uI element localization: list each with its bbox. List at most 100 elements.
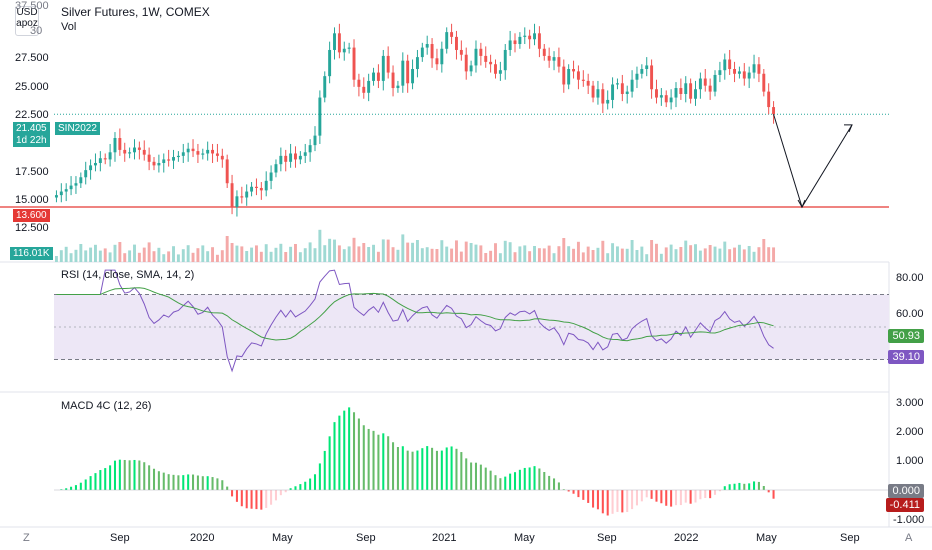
candle-body [103,158,107,160]
time-tick: May [272,532,293,544]
volume-bar [284,252,288,262]
volume-bar [718,248,722,262]
volume-bar [757,247,761,262]
symbol-title[interactable]: Silver Futures, 1W, COMEX [61,5,210,19]
candle-body [562,66,566,85]
candle-body [703,78,707,86]
volume-bar [167,251,171,262]
macd-zero-tag: 0.000 [888,484,924,498]
volume-bar [767,247,771,262]
volume-bar [596,247,600,262]
volume-bar [474,244,478,262]
volume-bar [708,245,712,262]
volume-bar [69,253,73,262]
volume-bar [747,246,751,262]
volume-bar [274,247,278,262]
candle-body [367,80,371,93]
candle-body [64,189,68,192]
auto-scale-icon[interactable]: A [905,532,913,544]
candle-body [347,47,351,49]
volume-bar [562,238,566,262]
candle-body [391,72,395,89]
candle-body [689,83,693,99]
candle-body [650,65,654,90]
candle-body [167,159,171,161]
candle-body [674,88,678,98]
volume-label[interactable]: Vol [61,21,77,33]
volume-bar [391,247,395,262]
candle-body [206,149,210,154]
volume-bar [601,240,605,262]
candle-body [181,152,185,156]
candle-body [498,70,502,74]
candle-body [596,89,600,98]
volume-bar [547,245,551,262]
candle-body [464,54,468,72]
candle-body [537,33,541,49]
candle-body [474,48,478,66]
volume-value-tag: 116.01K [10,247,53,260]
volume-bar [611,243,615,262]
candle-body [737,71,741,74]
volume-bar [445,246,449,262]
candle-body [269,172,273,181]
currency-mode-box[interactable]: USD apoz [15,6,39,36]
candle-body [250,186,254,192]
volume-bar [572,248,576,262]
volume-bar [269,251,273,262]
candle-body [54,195,58,198]
volume-bar [450,248,454,262]
mode-label: apoz [16,18,38,29]
volume-bar [552,253,556,262]
volume-bar [635,250,639,262]
price-tick: 27.500 [15,52,49,64]
candle-body [137,147,141,150]
price-tick: 12.500 [15,222,49,234]
candle-body [415,57,419,70]
candle-body [484,55,488,62]
candle-body [235,196,239,208]
volume-bar [625,248,629,262]
candle-body [450,32,454,37]
volume-bar [401,234,405,262]
volume-bar [89,247,93,262]
volume-bar [694,244,697,262]
volume-bar [542,248,546,262]
hline-price-tag: 13.600 [13,209,50,222]
volume-bar [620,248,624,262]
volume-bar [406,242,410,262]
volume-bar [567,246,571,262]
volume-bar [455,240,458,262]
candle-body [333,33,336,50]
candle-body [264,180,268,191]
candle-body [133,147,136,153]
candle-body [294,153,297,160]
volume-bar [259,251,263,262]
candle-body [552,57,556,61]
time-tick: May [756,532,777,544]
volume-bar [264,244,268,262]
timezone-icon[interactable]: Z [23,532,30,544]
volume-bar [591,250,595,262]
volume-bar [669,244,673,262]
macd-title[interactable]: MACD 4C (12, 26) [61,400,152,412]
volume-bar [537,248,541,262]
candle-body [98,158,102,163]
volume-bar [630,240,634,262]
volume-bar [64,246,68,262]
volume-bar [679,247,683,262]
candle-body [772,107,776,115]
rsi-title[interactable]: RSI (14, close, SMA, 14, 2) [61,269,195,281]
candle-body [89,165,93,171]
volume-bar [645,254,649,262]
volume-bar [420,248,424,262]
volume-bar [440,240,444,262]
volume-bar [108,252,112,262]
candle-body [528,35,532,40]
volume-bar [220,250,224,262]
candle-body [435,58,439,65]
candle-body [708,85,712,92]
volume-bar [435,249,439,262]
candle-body [601,89,605,104]
